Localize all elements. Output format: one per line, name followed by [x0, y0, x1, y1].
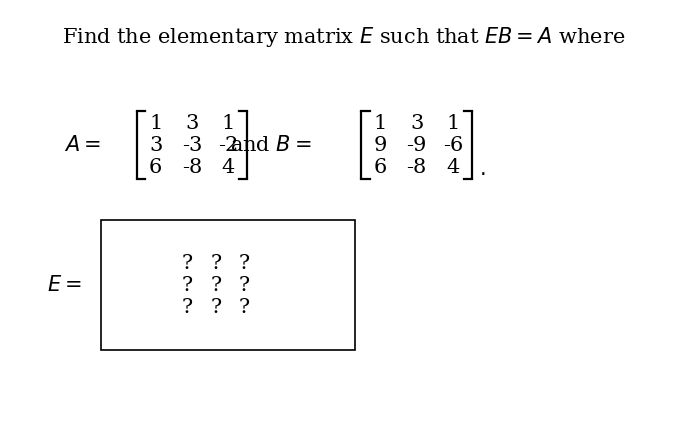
Text: 3: 3 — [410, 114, 423, 132]
Text: 3: 3 — [185, 114, 199, 132]
Text: ?: ? — [211, 253, 222, 272]
Text: -8: -8 — [407, 158, 427, 176]
Text: 3: 3 — [149, 136, 162, 154]
Text: ?: ? — [211, 275, 222, 294]
Text: Find the elementary matrix $E$ such that $EB = A$ where: Find the elementary matrix $E$ such that… — [63, 25, 625, 49]
Text: -8: -8 — [182, 158, 202, 176]
Text: 1: 1 — [374, 114, 387, 132]
Text: 4: 4 — [447, 158, 460, 176]
Text: ?: ? — [239, 253, 250, 272]
Text: ?: ? — [239, 275, 250, 294]
Text: and $B =$: and $B =$ — [230, 135, 312, 155]
Text: -9: -9 — [407, 136, 427, 154]
Text: 6: 6 — [374, 158, 387, 176]
Text: $A =$: $A =$ — [64, 135, 101, 155]
FancyBboxPatch shape — [101, 220, 354, 350]
Text: $E =$: $E =$ — [47, 275, 82, 295]
Text: 9: 9 — [374, 136, 387, 154]
Text: $.\ $: $.\ $ — [479, 160, 485, 179]
Text: ?: ? — [211, 297, 222, 316]
Text: 4: 4 — [222, 158, 235, 176]
Text: -6: -6 — [443, 136, 463, 154]
Text: ?: ? — [239, 297, 250, 316]
Text: ?: ? — [182, 297, 193, 316]
Text: ?: ? — [182, 275, 193, 294]
Text: -3: -3 — [182, 136, 202, 154]
Text: 1: 1 — [149, 114, 162, 132]
Text: -2: -2 — [218, 136, 239, 154]
Text: ?: ? — [182, 253, 193, 272]
Text: 6: 6 — [149, 158, 162, 176]
Text: 1: 1 — [222, 114, 235, 132]
Text: 1: 1 — [447, 114, 460, 132]
